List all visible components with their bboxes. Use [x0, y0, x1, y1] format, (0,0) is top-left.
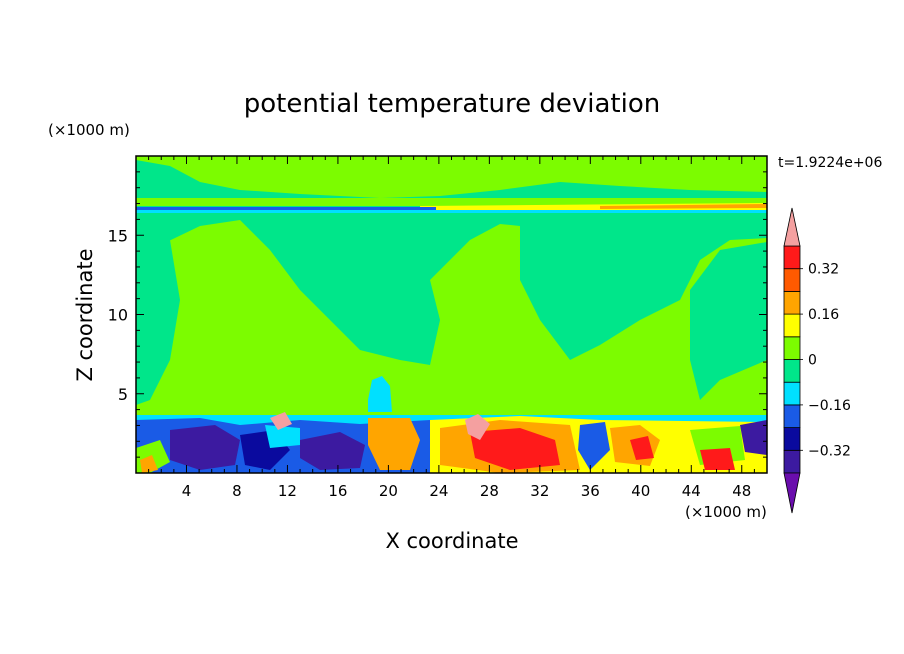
tropopause-band-green [136, 198, 767, 206]
region-positive-upper [136, 156, 767, 198]
x-tick-label: 40 [631, 482, 650, 500]
x-tick-label: 12 [278, 482, 297, 500]
colorbar: 0.32 0.16 0 −0.16 −0.32 [783, 207, 851, 514]
y-tick-label: 15 [108, 226, 128, 245]
bl-dark-left-1 [170, 425, 240, 470]
bl-red-right [470, 428, 560, 470]
colorbar-over-arrow [783, 207, 801, 247]
colorbar-segment [783, 449, 801, 474]
x-tick-label: 44 [682, 482, 701, 500]
x-tick-label: 16 [328, 482, 347, 500]
colorbar-label: 0.16 [808, 307, 839, 323]
contour-field [136, 156, 767, 473]
x-axis: 4 8 12 16 20 24 28 32 36 40 44 48 [148, 156, 755, 500]
y-axis-label: Z coordinate [73, 248, 97, 381]
y-axis: 5 10 15 [108, 171, 767, 458]
x-tick-label: 36 [581, 482, 600, 500]
x-tick-label: 48 [732, 482, 751, 500]
bl-pink-right [465, 414, 490, 440]
colorbar-segment [783, 336, 801, 360]
tropopause-band-orange [600, 204, 767, 209]
colorbar-under-arrow [783, 472, 801, 514]
x-tick-label: 8 [232, 482, 242, 500]
colorbar-label: −0.16 [808, 398, 851, 414]
colorbar-segment [783, 381, 801, 406]
colorbar-segment [783, 427, 801, 451]
region-neutral-right [690, 242, 767, 400]
y-tick-label: 5 [118, 385, 128, 404]
colorbar-segment [783, 290, 801, 315]
colorbar-segment [783, 359, 801, 383]
x-tick-label: 32 [530, 482, 549, 500]
bl-pink-left [270, 412, 292, 430]
tropopause-band-cyan [136, 210, 767, 213]
x-tick-label: 28 [480, 482, 499, 500]
region-neutral-mid [520, 222, 630, 350]
bl-blue-right [578, 422, 610, 470]
tropopause-band-blue [136, 207, 436, 210]
y-axis-unit: (×1000 m) [48, 121, 130, 139]
chart-title: potential temperature deviation [244, 89, 660, 119]
time-label: t=1.9224e+06 [778, 155, 882, 171]
bl-red-right-3 [700, 448, 735, 470]
cyan-plume [368, 376, 392, 412]
colorbar-segment [783, 245, 801, 270]
bl-orange-left [140, 455, 158, 473]
x-axis-unit: (×1000 m) [685, 503, 767, 521]
colorbar-segment [783, 404, 801, 428]
bl-stripes [368, 418, 420, 470]
x-axis-label: X coordinate [385, 529, 518, 553]
x-tick-label: 4 [182, 482, 192, 500]
y-tick-label: 10 [108, 306, 128, 325]
region-neutral-left [136, 240, 180, 405]
x-tick-label: 20 [379, 482, 398, 500]
x-tick-label: 24 [429, 482, 448, 500]
bl-dark-right [740, 420, 767, 455]
colorbar-segment [783, 268, 801, 292]
colorbar-label: 0.32 [808, 262, 839, 278]
region-positive-mid-left [136, 220, 767, 420]
colorbar-label: 0 [808, 353, 817, 369]
bl-red-right-2 [630, 436, 654, 460]
colorbar-segment [783, 313, 801, 338]
bl-cyan-patch [265, 425, 300, 448]
bl-dark-left-2 [300, 432, 365, 470]
colorbar-label: −0.32 [808, 443, 851, 459]
